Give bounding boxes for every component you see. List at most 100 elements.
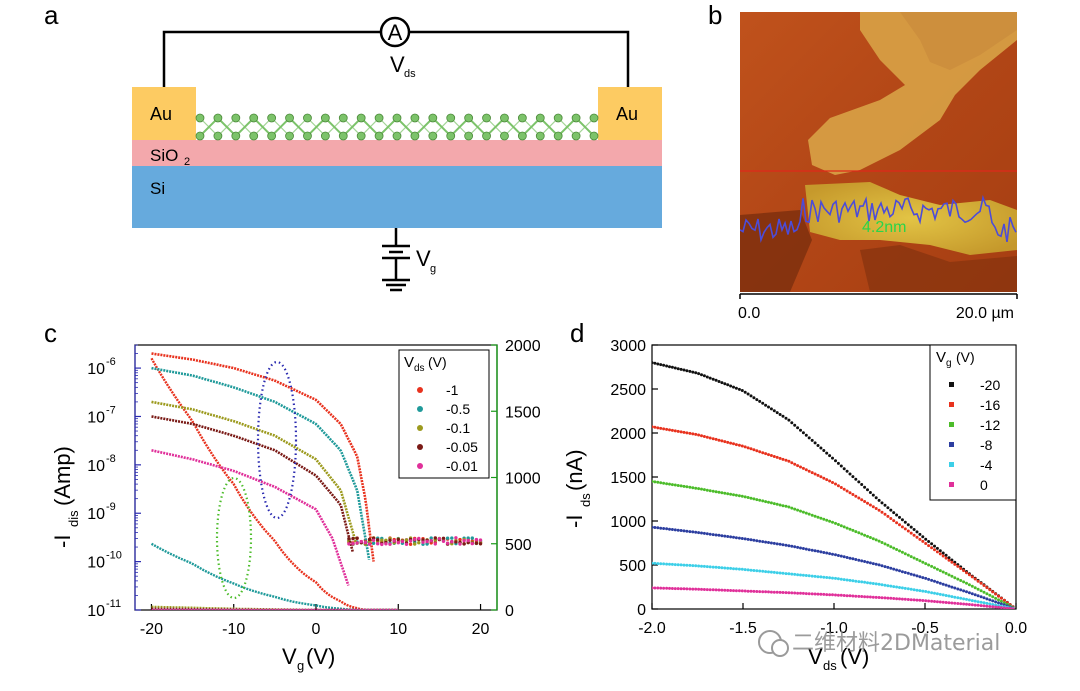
panel-d-point [999, 602, 1003, 606]
panel-d-point [1002, 598, 1006, 602]
panel-d-point [959, 588, 963, 592]
panel-d-point [962, 580, 966, 584]
lattice-atom [213, 131, 223, 141]
panel-c-floor-point [347, 537, 351, 541]
au-electrode-left [132, 87, 196, 140]
panel-d-point [734, 493, 738, 497]
panel-d-point [807, 436, 811, 440]
panel-d-point [842, 578, 846, 582]
panel-d-point [816, 473, 820, 477]
panel-d-legend-marker [949, 442, 954, 447]
panel-d-point [930, 564, 934, 568]
panel-d-point [825, 478, 829, 482]
panel-d-point [900, 518, 904, 522]
panel-d-point [746, 589, 750, 593]
panel-d-point [668, 586, 671, 590]
panel-d-point [673, 563, 677, 567]
panel-c-legend-label: -0.05 [446, 439, 478, 455]
panel-d-point [944, 594, 948, 597]
panel-c-floor-point [433, 536, 437, 540]
panel-d-point [819, 592, 823, 596]
panel-d-point [790, 461, 794, 465]
svg-text:10: 10 [87, 555, 105, 572]
panel-d-point [956, 577, 960, 581]
panel-d-point [918, 575, 922, 579]
panel-d-point [950, 558, 954, 562]
panel-c-floor-point [404, 538, 409, 542]
panel-d-point [732, 442, 735, 446]
panel-d-point [834, 459, 837, 463]
panel-d-point [915, 530, 919, 534]
panel-d-point [769, 454, 773, 457]
panel-d-point [767, 500, 770, 504]
panel-d-point [831, 520, 834, 524]
panel-c-floor-point [458, 537, 462, 542]
panel-d-point [775, 590, 779, 594]
panel-d-point [723, 588, 727, 592]
panel-d-point [976, 579, 980, 583]
lattice-atom [392, 113, 402, 123]
panel-d-point [898, 515, 901, 519]
panel-d-point [871, 562, 875, 566]
panel-d-point [941, 570, 945, 574]
panel-c-floor-point [445, 536, 450, 540]
panel-c-floor-point [478, 542, 483, 546]
panel-d-point [927, 599, 931, 603]
panel-c-floor-point [388, 542, 392, 546]
panel-d-point [868, 491, 872, 494]
panel-d-point [717, 533, 721, 537]
svg-text:V: V [936, 349, 946, 366]
panel-d-point [924, 599, 928, 603]
panel-d-point [711, 377, 715, 381]
svg-text:(nA): (nA) [562, 449, 587, 491]
panel-d-point [772, 541, 776, 545]
panel-d-point [921, 539, 925, 543]
panel-d-point [822, 476, 826, 480]
panel-d-point [979, 581, 983, 585]
panel-d-point [801, 466, 805, 470]
panel-d-point [775, 411, 779, 415]
panel-d-point [892, 585, 896, 589]
panel-d-point [956, 564, 960, 568]
panel-d-point [866, 581, 869, 585]
panel-d-legend-label: -16 [980, 397, 1000, 413]
panel-d-point [834, 553, 837, 557]
panel-d-point [988, 588, 992, 592]
panel-d-point [970, 603, 974, 607]
lattice-atom [410, 113, 420, 123]
panel-d-point [720, 439, 724, 443]
panel-d-point [950, 560, 954, 564]
panel-d-point [991, 590, 995, 594]
panel-d-series--12 [652, 479, 1015, 609]
ammeter-icon [379, 16, 411, 48]
svg-text:-10: -10 [106, 550, 122, 562]
panel-d-point [889, 545, 893, 549]
panel-d-point [652, 525, 654, 529]
panel-d-point [755, 590, 759, 593]
panel-d-point [676, 429, 680, 433]
panel-d-point [924, 537, 928, 541]
panel-d-point [746, 446, 750, 450]
panel-d-point [708, 565, 712, 569]
panel-d-point [915, 574, 919, 578]
panel-d-point [659, 586, 663, 590]
panel-d-legend-label: -20 [980, 377, 1000, 393]
panel-c-floor-point [388, 538, 392, 542]
panel-d-point [781, 414, 785, 418]
panel-d-point [938, 600, 942, 604]
panel-d-point [799, 591, 802, 595]
lattice-atom [571, 131, 581, 141]
panel-d-point [828, 552, 832, 556]
panel-c-floor-point [376, 542, 380, 546]
panel-d-point [720, 381, 724, 385]
panel-d-series--8 [652, 525, 1015, 609]
panel-d-point [819, 446, 823, 450]
panel-d-point [726, 492, 730, 496]
panel-d-point [767, 570, 770, 574]
panel-d-point [705, 532, 709, 536]
panel-d-point [886, 596, 890, 600]
panel-d-point [784, 572, 788, 576]
panel-d-point [772, 409, 776, 413]
panel-d-point [796, 464, 800, 468]
panel-d-point [825, 551, 829, 555]
